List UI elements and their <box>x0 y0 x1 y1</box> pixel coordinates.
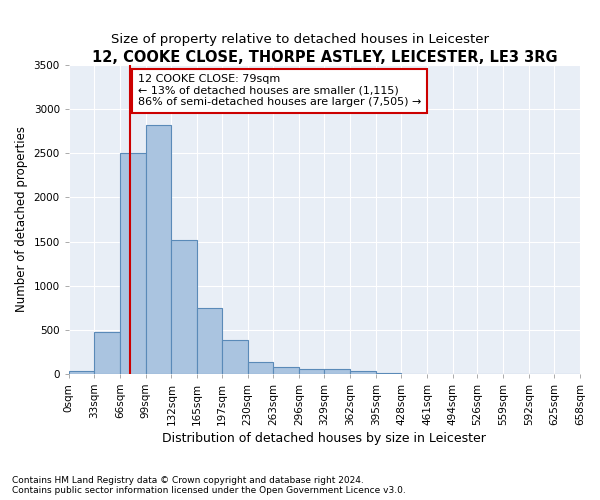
Bar <box>197 308 222 374</box>
Y-axis label: Number of detached properties: Number of detached properties <box>15 126 28 312</box>
Bar <box>120 154 146 374</box>
Bar <box>248 362 273 374</box>
Text: Size of property relative to detached houses in Leicester: Size of property relative to detached ho… <box>111 32 489 46</box>
Bar <box>299 369 325 374</box>
Bar <box>222 340 248 374</box>
Bar <box>69 372 94 374</box>
Bar <box>273 367 299 374</box>
Title: 12, COOKE CLOSE, THORPE ASTLEY, LEICESTER, LE3 3RG: 12, COOKE CLOSE, THORPE ASTLEY, LEICESTE… <box>92 50 557 65</box>
Bar <box>172 240 197 374</box>
X-axis label: Distribution of detached houses by size in Leicester: Distribution of detached houses by size … <box>163 432 487 445</box>
Text: 12 COOKE CLOSE: 79sqm
← 13% of detached houses are smaller (1,115)
86% of semi-d: 12 COOKE CLOSE: 79sqm ← 13% of detached … <box>138 74 421 108</box>
Bar <box>325 369 350 374</box>
Bar <box>94 332 120 374</box>
Bar <box>146 125 172 374</box>
Bar <box>350 372 376 374</box>
Text: Contains HM Land Registry data © Crown copyright and database right 2024.
Contai: Contains HM Land Registry data © Crown c… <box>12 476 406 495</box>
